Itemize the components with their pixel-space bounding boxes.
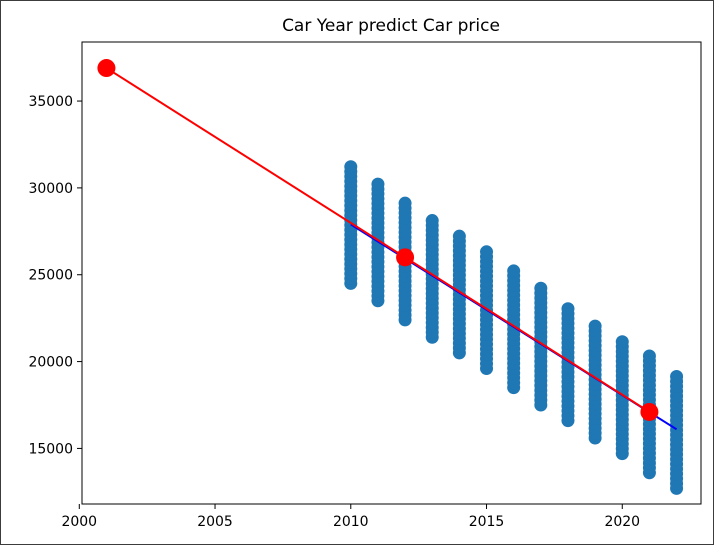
x-tick-label: 2010: [333, 514, 369, 530]
prediction-line: [105, 67, 650, 413]
y-tick-label: 30000: [28, 181, 73, 197]
scatter-point: [615, 335, 629, 349]
y-tick-label: 35000: [28, 94, 73, 110]
x-tick-label: 2000: [61, 514, 97, 530]
x-tick-label: 2020: [604, 514, 640, 530]
scatter-point: [398, 196, 412, 210]
axes: 2000 2005 2010 2015 2020 15000 20000 25000 30000…: [28, 41, 702, 530]
axes-frame: [81, 41, 702, 505]
plot-content: [97, 59, 684, 495]
prediction-point: [640, 402, 659, 421]
plot-area: [97, 59, 684, 495]
scatter-point: [425, 214, 439, 228]
y-tick-label: 25000: [28, 268, 73, 284]
scatter-point: [452, 229, 466, 243]
scatter-point: [480, 245, 494, 259]
x-tick-label: 2015: [469, 514, 505, 530]
scatter-point: [371, 177, 385, 191]
scatter-series: [344, 160, 684, 495]
scatter-point: [588, 319, 602, 333]
x-tick-label: 2005: [197, 514, 233, 530]
scatter-point: [642, 349, 656, 363]
scatter-point: [561, 302, 575, 316]
prediction-point: [396, 248, 415, 267]
chart-title: Car Year predict Car price: [282, 16, 500, 36]
y-tick-label: 15000: [28, 441, 73, 457]
scatter-point: [534, 281, 548, 295]
scatter-point: [344, 160, 358, 174]
y-tick-label: 20000: [28, 355, 73, 371]
scatter-point: [670, 370, 684, 384]
scatter-point: [507, 264, 521, 278]
prediction-point: [97, 59, 116, 78]
